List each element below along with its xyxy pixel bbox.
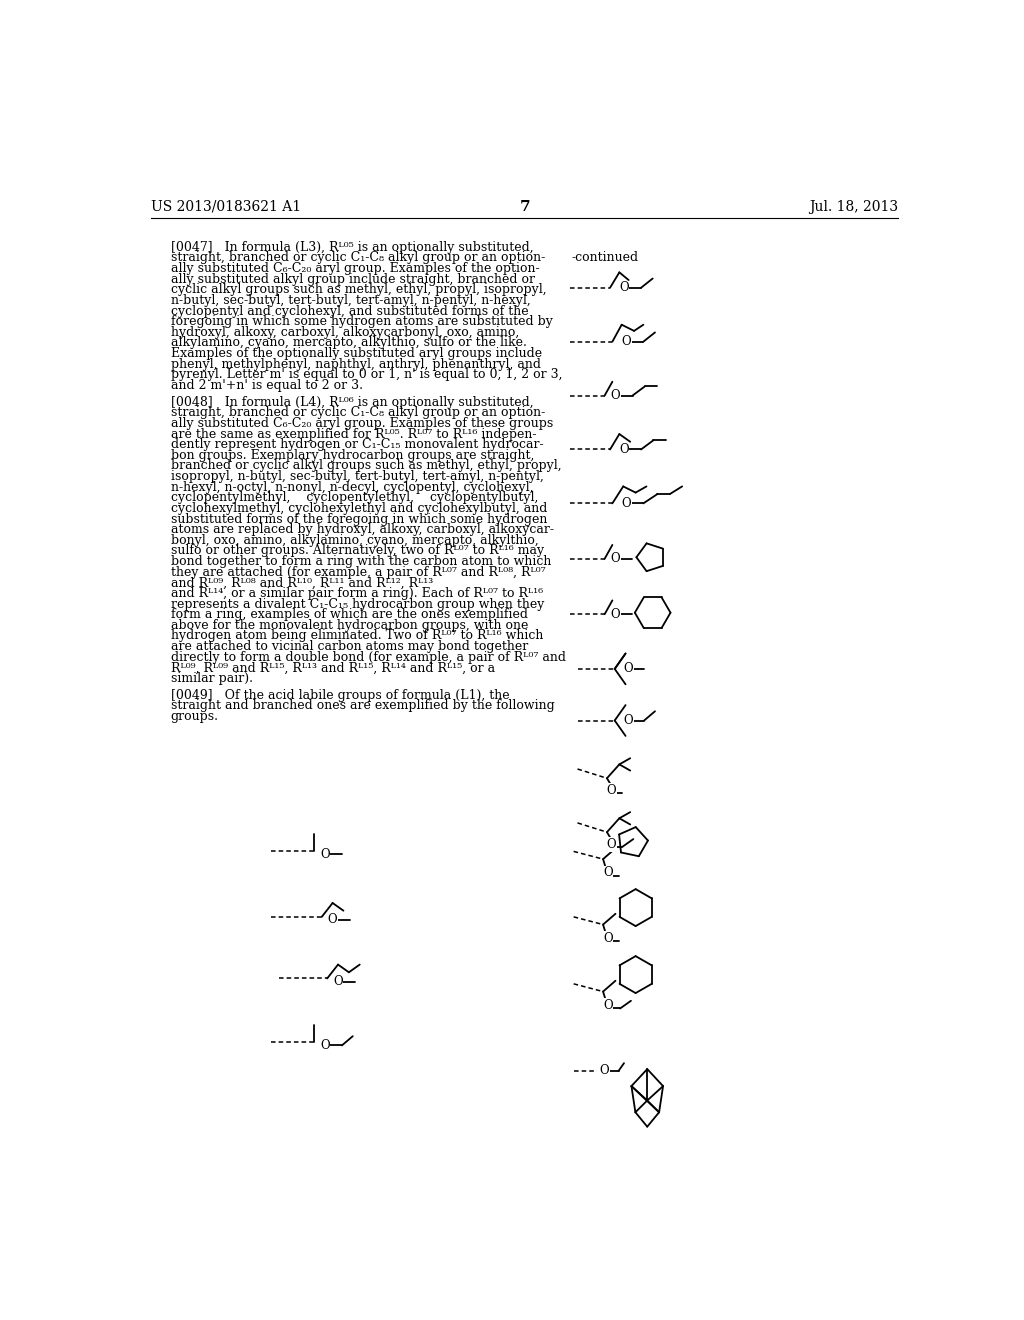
Text: represents a divalent C₁-C₁₅ hydrocarbon group when they: represents a divalent C₁-C₁₅ hydrocarbon…	[171, 598, 544, 611]
Text: O: O	[622, 496, 631, 510]
Text: atoms are replaced by hydroxyl, alkoxy, carboxyl, alkoxycar-: atoms are replaced by hydroxyl, alkoxy, …	[171, 523, 554, 536]
Text: [0047]   In formula (L3), Rᴸ⁰⁵ is an optionally substituted,: [0047] In formula (L3), Rᴸ⁰⁵ is an optio…	[171, 240, 534, 253]
Text: straight, branched or cyclic C₁-C₈ alkyl group or an option-: straight, branched or cyclic C₁-C₈ alkyl…	[171, 251, 545, 264]
Text: -continued: -continued	[571, 251, 638, 264]
Text: directly to form a double bond (for example, a pair of Rᴸ⁰⁷ and: directly to form a double bond (for exam…	[171, 651, 565, 664]
Text: cyclopentyl and cyclohexyl, and substituted forms of the: cyclopentyl and cyclohexyl, and substitu…	[171, 305, 528, 318]
Text: they are attached (for example, a pair of Rᴸ⁰⁷ and Rᴸ⁰⁸, Rᴸ⁰⁷: they are attached (for example, a pair o…	[171, 566, 545, 578]
Text: ally substituted C₆-C₂₀ aryl group. Examples of the option-: ally substituted C₆-C₂₀ aryl group. Exam…	[171, 263, 540, 275]
Text: 7: 7	[519, 199, 530, 214]
Text: isopropyl, n-butyl, sec-butyl, tert-butyl, tert-amyl, n-pentyl,: isopropyl, n-butyl, sec-butyl, tert-buty…	[171, 470, 544, 483]
Text: similar pair).: similar pair).	[171, 672, 253, 685]
Text: US 2013/0183621 A1: US 2013/0183621 A1	[152, 199, 301, 214]
Text: cyclic alkyl groups such as methyl, ethyl, propyl, isopropyl,: cyclic alkyl groups such as methyl, ethy…	[171, 284, 546, 296]
Text: foregoing in which some hydrogen atoms are substituted by: foregoing in which some hydrogen atoms a…	[171, 315, 553, 329]
Text: [0048]   In formula (L4), Rᴸ⁰⁶ is an optionally substituted,: [0048] In formula (L4), Rᴸ⁰⁶ is an optio…	[171, 396, 534, 409]
Text: and 2 m'+n' is equal to 2 or 3.: and 2 m'+n' is equal to 2 or 3.	[171, 379, 362, 392]
Text: O: O	[610, 389, 621, 403]
Text: O: O	[321, 1039, 330, 1052]
Text: ally substituted C₆-C₂₀ aryl group. Examples of these groups: ally substituted C₆-C₂₀ aryl group. Exam…	[171, 417, 553, 430]
Text: O: O	[607, 784, 616, 797]
Text: phenyl, methylphenyl, naphthyl, anthryl, phenanthryl, and: phenyl, methylphenyl, naphthyl, anthryl,…	[171, 358, 541, 371]
Text: cyclohexylmethyl, cyclohexylethyl and cyclohexylbutyl, and: cyclohexylmethyl, cyclohexylethyl and cy…	[171, 502, 547, 515]
Text: Rᴸ⁰⁹, Rᴸ⁰⁹ and Rᴸ¹⁵, Rᴸ¹³ and Rᴸ¹⁵, Rᴸ¹⁴ and Rᴸ¹⁵, or a: Rᴸ⁰⁹, Rᴸ⁰⁹ and Rᴸ¹⁵, Rᴸ¹³ and Rᴸ¹⁵, Rᴸ¹⁴…	[171, 661, 495, 675]
Text: branched or cyclic alkyl groups such as methyl, ethyl, propyl,: branched or cyclic alkyl groups such as …	[171, 459, 561, 473]
Text: pyrenyl. Letter m' is equal to 0 or 1, n' is equal to 0, 1, 2 or 3,: pyrenyl. Letter m' is equal to 0 or 1, n…	[171, 368, 562, 381]
Text: groups.: groups.	[171, 710, 219, 723]
Text: O: O	[328, 913, 338, 927]
Text: dently represent hydrogen or C₁-C₁₅ monovalent hydrocar-: dently represent hydrogen or C₁-C₁₅ mono…	[171, 438, 544, 451]
Text: O: O	[610, 552, 621, 565]
Text: sulfo or other groups. Alternatively, two of Rᴸ⁰⁷ to Rᴸ¹⁶ may: sulfo or other groups. Alternatively, tw…	[171, 544, 544, 557]
Text: hydroxyl, alkoxy, carboxyl, alkoxycarbonyl, oxo, amino,: hydroxyl, alkoxy, carboxyl, alkoxycarbon…	[171, 326, 519, 339]
Text: O: O	[333, 975, 343, 989]
Text: O: O	[600, 1064, 609, 1077]
Text: n-butyl, sec-butyl, tert-butyl, tert-amyl, n-pentyl, n-hexyl,: n-butyl, sec-butyl, tert-butyl, tert-amy…	[171, 294, 530, 308]
Text: [0049]   Of the acid labile groups of formula (L1), the: [0049] Of the acid labile groups of form…	[171, 689, 509, 702]
Text: O: O	[620, 444, 629, 455]
Text: O: O	[603, 866, 612, 879]
Text: O: O	[624, 714, 634, 727]
Text: and Rᴸ⁰⁹, Rᴸ⁰⁸ and Rᴸ¹⁰, Rᴸ¹¹ and Rᴸ¹², Rᴸ¹³: and Rᴸ⁰⁹, Rᴸ⁰⁸ and Rᴸ¹⁰, Rᴸ¹¹ and Rᴸ¹², …	[171, 577, 433, 589]
Text: O: O	[622, 335, 631, 348]
Text: O: O	[610, 607, 621, 620]
Text: straight and branched ones are exemplified by the following: straight and branched ones are exemplifi…	[171, 700, 554, 713]
Text: Jul. 18, 2013: Jul. 18, 2013	[809, 199, 898, 214]
Text: and Rᴸ¹⁴, or a similar pair form a ring). Each of Rᴸ⁰⁷ to Rᴸ¹⁶: and Rᴸ¹⁴, or a similar pair form a ring)…	[171, 587, 543, 601]
Text: form a ring, examples of which are the ones exemplified: form a ring, examples of which are the o…	[171, 609, 527, 622]
Text: Examples of the optionally substituted aryl groups include: Examples of the optionally substituted a…	[171, 347, 542, 360]
Text: O: O	[620, 281, 629, 294]
Text: above for the monovalent hydrocarbon groups, with one: above for the monovalent hydrocarbon gro…	[171, 619, 528, 632]
Text: ally substituted alkyl group include straight, branched or: ally substituted alkyl group include str…	[171, 273, 535, 285]
Text: bond together to form a ring with the carbon atom to which: bond together to form a ring with the ca…	[171, 556, 551, 568]
Text: alkylamino, cyano, mercapto, alkylthio, sulfo or the like.: alkylamino, cyano, mercapto, alkylthio, …	[171, 337, 526, 350]
Text: bonyl, oxo, amino, alkylamino, cyano, mercapto, alkylthio,: bonyl, oxo, amino, alkylamino, cyano, me…	[171, 533, 539, 546]
Text: O: O	[321, 847, 330, 861]
Text: cyclopentylmethyl,    cyclopentylethyl,    cyclopentylbutyl,: cyclopentylmethyl, cyclopentylethyl, cyc…	[171, 491, 538, 504]
Text: bon groups. Exemplary hydrocarbon groups are straight,: bon groups. Exemplary hydrocarbon groups…	[171, 449, 534, 462]
Text: substituted forms of the foregoing in which some hydrogen: substituted forms of the foregoing in wh…	[171, 512, 547, 525]
Text: n-hexyl, n-octyl, n-nonyl, n-decyl, cyclopentyl, cyclohexyl,: n-hexyl, n-octyl, n-nonyl, n-decyl, cycl…	[171, 480, 534, 494]
Text: hydrogen atom being eliminated. Two of Rᴸ⁰⁷ to Rᴸ¹⁶ which: hydrogen atom being eliminated. Two of R…	[171, 630, 543, 643]
Text: are the same as exemplified for Rᴸ⁰⁵. Rᴸ⁰⁷ to Rᴸ¹⁶ indepen-: are the same as exemplified for Rᴸ⁰⁵. Rᴸ…	[171, 428, 537, 441]
Text: O: O	[603, 932, 612, 945]
Text: straight, branched or cyclic C₁-C₈ alkyl group or an option-: straight, branched or cyclic C₁-C₈ alkyl…	[171, 407, 545, 420]
Text: are attached to vicinal carbon atoms may bond together: are attached to vicinal carbon atoms may…	[171, 640, 528, 653]
Text: O: O	[603, 999, 612, 1012]
Text: O: O	[607, 838, 616, 851]
Text: O: O	[624, 663, 634, 676]
